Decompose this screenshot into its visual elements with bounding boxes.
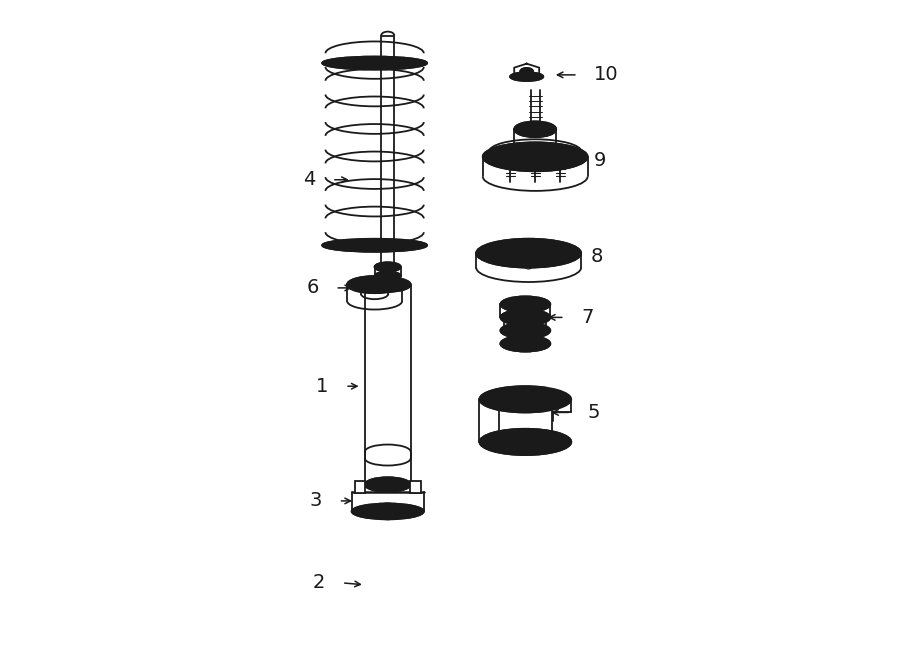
Ellipse shape bbox=[520, 68, 533, 75]
Ellipse shape bbox=[514, 122, 556, 137]
Ellipse shape bbox=[364, 278, 410, 292]
Ellipse shape bbox=[509, 247, 548, 260]
Ellipse shape bbox=[480, 429, 572, 455]
Ellipse shape bbox=[476, 239, 581, 268]
Text: 7: 7 bbox=[581, 308, 593, 327]
Ellipse shape bbox=[482, 142, 588, 171]
Text: 3: 3 bbox=[310, 491, 322, 510]
Ellipse shape bbox=[347, 276, 402, 293]
Ellipse shape bbox=[500, 391, 552, 407]
Ellipse shape bbox=[361, 279, 389, 290]
Ellipse shape bbox=[364, 477, 410, 492]
Ellipse shape bbox=[374, 272, 400, 281]
Text: 6: 6 bbox=[307, 278, 319, 297]
Ellipse shape bbox=[374, 262, 400, 272]
Text: 8: 8 bbox=[591, 247, 603, 266]
Text: 5: 5 bbox=[588, 403, 600, 422]
Polygon shape bbox=[410, 481, 420, 493]
Ellipse shape bbox=[374, 504, 401, 520]
Polygon shape bbox=[355, 481, 365, 493]
Ellipse shape bbox=[322, 239, 428, 252]
Ellipse shape bbox=[480, 386, 572, 412]
Text: 9: 9 bbox=[594, 151, 607, 170]
Ellipse shape bbox=[500, 309, 550, 325]
Ellipse shape bbox=[518, 300, 533, 309]
Text: 4: 4 bbox=[303, 171, 316, 189]
Ellipse shape bbox=[500, 336, 550, 352]
Ellipse shape bbox=[524, 124, 546, 136]
Text: 1: 1 bbox=[317, 377, 328, 396]
Ellipse shape bbox=[510, 72, 544, 81]
Ellipse shape bbox=[352, 504, 424, 520]
Text: 2: 2 bbox=[313, 573, 326, 592]
Ellipse shape bbox=[500, 323, 550, 338]
Ellipse shape bbox=[500, 296, 550, 312]
Ellipse shape bbox=[491, 243, 567, 264]
Text: 10: 10 bbox=[594, 65, 619, 85]
Ellipse shape bbox=[322, 57, 428, 69]
